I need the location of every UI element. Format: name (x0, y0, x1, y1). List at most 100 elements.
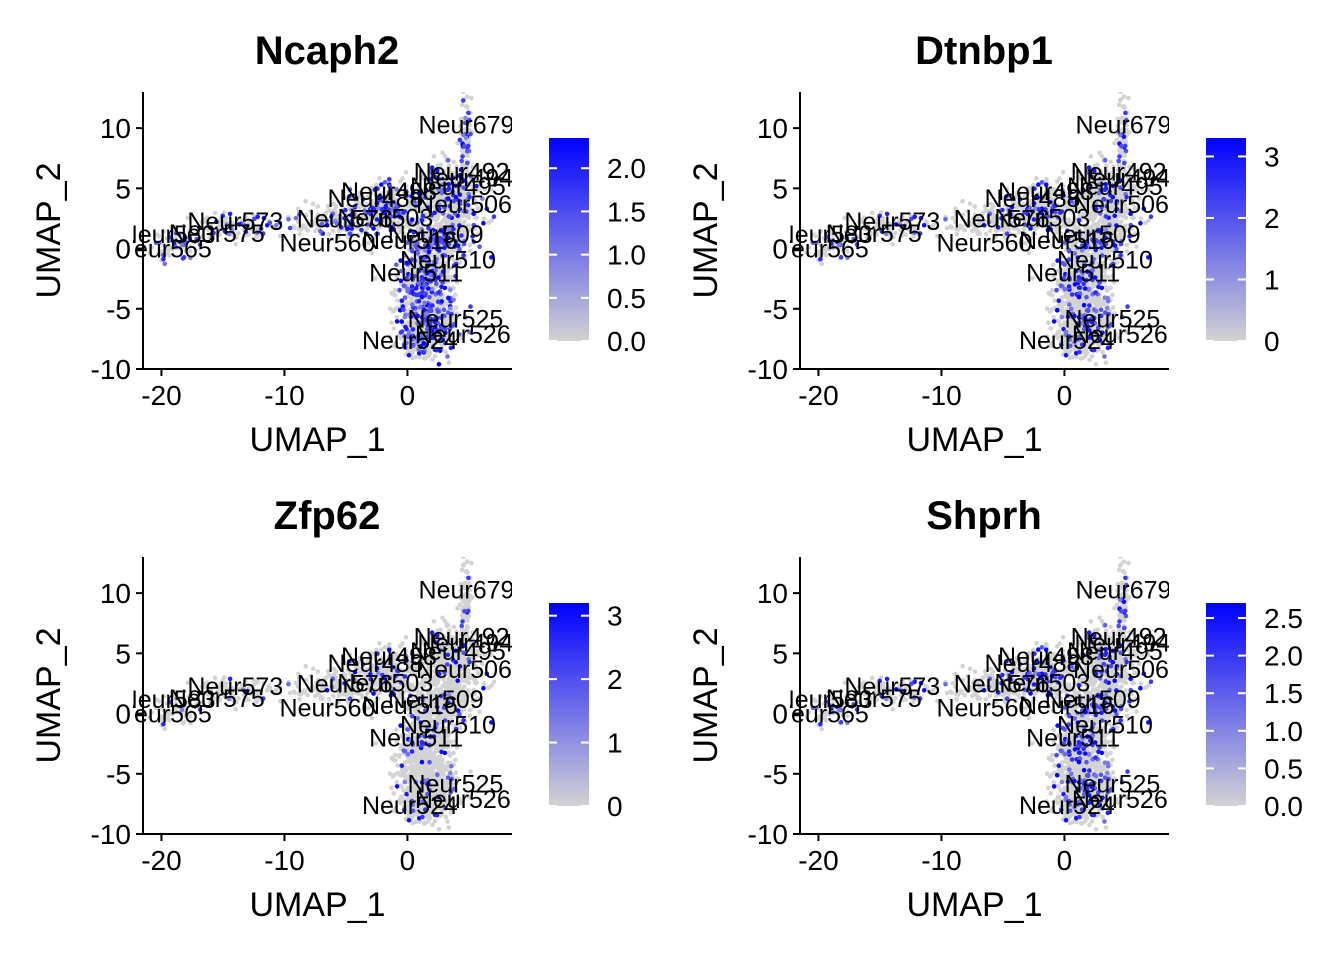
cell-point (1068, 356, 1073, 361)
y-tick-label: -10 (91, 354, 131, 385)
cluster-label: Neur511 (369, 260, 463, 288)
x-tick-label: 0 (1057, 380, 1073, 411)
x-tick-label: -10 (264, 380, 304, 411)
expressing-cell-point (451, 298, 456, 303)
expressing-cell-point (1119, 144, 1124, 149)
expressing-cell-point (436, 299, 441, 304)
x-tick-label: -20 (798, 380, 838, 411)
cluster-label: Neur560 (937, 230, 1033, 258)
expressing-cell-point (465, 149, 470, 154)
cell-point (447, 825, 452, 830)
cell-point (469, 96, 474, 101)
colorbar (1206, 138, 1246, 341)
cell-point (1118, 98, 1123, 103)
cluster-label: Neur679 (419, 112, 515, 140)
cell-point (391, 309, 396, 314)
y-tick-label: 0 (115, 234, 131, 265)
cell-point (1097, 151, 1102, 156)
panel-title: Zfp62 (274, 494, 381, 538)
expressing-cell-point (1103, 295, 1108, 300)
expressing-cell-point (420, 290, 425, 295)
expressing-cell-point (436, 290, 441, 295)
x-axis-label: UMAP_1 (249, 421, 385, 459)
expressing-cell-point (395, 319, 400, 324)
cell-point (1061, 170, 1066, 175)
expressing-cell-point (437, 362, 442, 367)
cell-point (1094, 362, 1099, 367)
cell-point (1118, 89, 1123, 94)
cell-point (1073, 299, 1078, 304)
cell-point (1052, 315, 1057, 320)
cell-point (389, 785, 394, 790)
y-tick-label: -5 (106, 294, 131, 325)
expressing-cell-point (1106, 299, 1111, 304)
expressing-cell-point (405, 289, 410, 294)
expressing-cell-point (401, 307, 406, 312)
expressing-cell-point (1052, 319, 1057, 324)
expressing-cell-point (1084, 295, 1089, 300)
expressing-cell-point (943, 217, 948, 222)
colorbar-tick-label: 1.0 (607, 240, 646, 271)
cell-point (303, 199, 308, 204)
expressing-cell-point (466, 144, 471, 149)
expressing-cell-point (286, 217, 291, 222)
y-tick-label: -10 (748, 354, 788, 385)
expressing-cell-point (397, 288, 402, 293)
expressing-cell-point (400, 319, 405, 324)
cell-point (453, 293, 458, 298)
cell-point (465, 94, 470, 99)
cell-point (1104, 360, 1109, 365)
expressing-cell-point (467, 80, 472, 85)
cell-point (1124, 80, 1129, 85)
cell-point (461, 89, 466, 94)
cluster-label: Neur679 (1076, 112, 1172, 140)
expressing-cell-point (462, 144, 467, 149)
feature-plot-panel-ncaph2: Ncaph2Neur679Neur492Neur494Neur495Neur49… (30, 29, 646, 459)
cell-point (1101, 300, 1106, 305)
cell-point (393, 288, 398, 293)
colorbar-tick-label: 1.5 (607, 196, 646, 227)
cluster-labels: Neur679Neur492Neur494Neur495Neur498Neur5… (773, 112, 1172, 356)
cell-point (444, 300, 449, 305)
cell-point (1052, 298, 1057, 303)
cell-point (447, 360, 452, 365)
expressing-cell-point (420, 295, 425, 300)
expressing-cell-point (446, 296, 451, 301)
colorbar-tick-label: 2.0 (607, 153, 646, 184)
x-tick-label: 0 (400, 380, 416, 411)
expressing-cell-point (1077, 295, 1082, 300)
cell-point (1122, 94, 1127, 99)
colorbar-tick-label: 0.0 (607, 326, 646, 357)
expressing-cell-point (413, 292, 418, 297)
colorbar-tick-label: 3 (1264, 141, 1280, 172)
cell-point (1126, 96, 1131, 101)
expressing-cell-point (417, 299, 422, 304)
cell-point (1122, 105, 1127, 110)
cell-point (960, 199, 965, 204)
expressing-cell-point (427, 295, 432, 300)
cluster-label: Neur524 (1019, 327, 1115, 355)
expressing-cell-point (400, 298, 405, 303)
y-axis-label: UMAP_2 (687, 162, 725, 298)
cell-point (404, 170, 409, 175)
cell-point (1079, 356, 1084, 361)
cell-point (395, 298, 400, 303)
x-axis-label: UMAP_1 (906, 421, 1042, 459)
expressing-cell-point (1060, 315, 1065, 320)
cell-point (1117, 103, 1122, 108)
cluster-label: Neur524 (362, 327, 458, 355)
cluster-label: Neur511 (1026, 260, 1120, 288)
y-axis-label: UMAP_2 (30, 162, 68, 298)
cell-point (389, 320, 394, 325)
cell-point (1046, 320, 1051, 325)
expressing-cell-point (461, 98, 466, 103)
cell-point (389, 291, 394, 296)
cell-point (948, 224, 953, 229)
cluster-label: Neur560 (280, 230, 376, 258)
y-tick-label: 5 (115, 173, 131, 204)
colorbar-tick-label: 2 (1264, 203, 1280, 234)
feature-plot-panel-dtnbp1: Dtnbp1Neur679Neur492Neur494Neur495Neur49… (687, 29, 1280, 459)
expressing-cell-point (1057, 298, 1062, 303)
cell-point (1110, 293, 1115, 298)
